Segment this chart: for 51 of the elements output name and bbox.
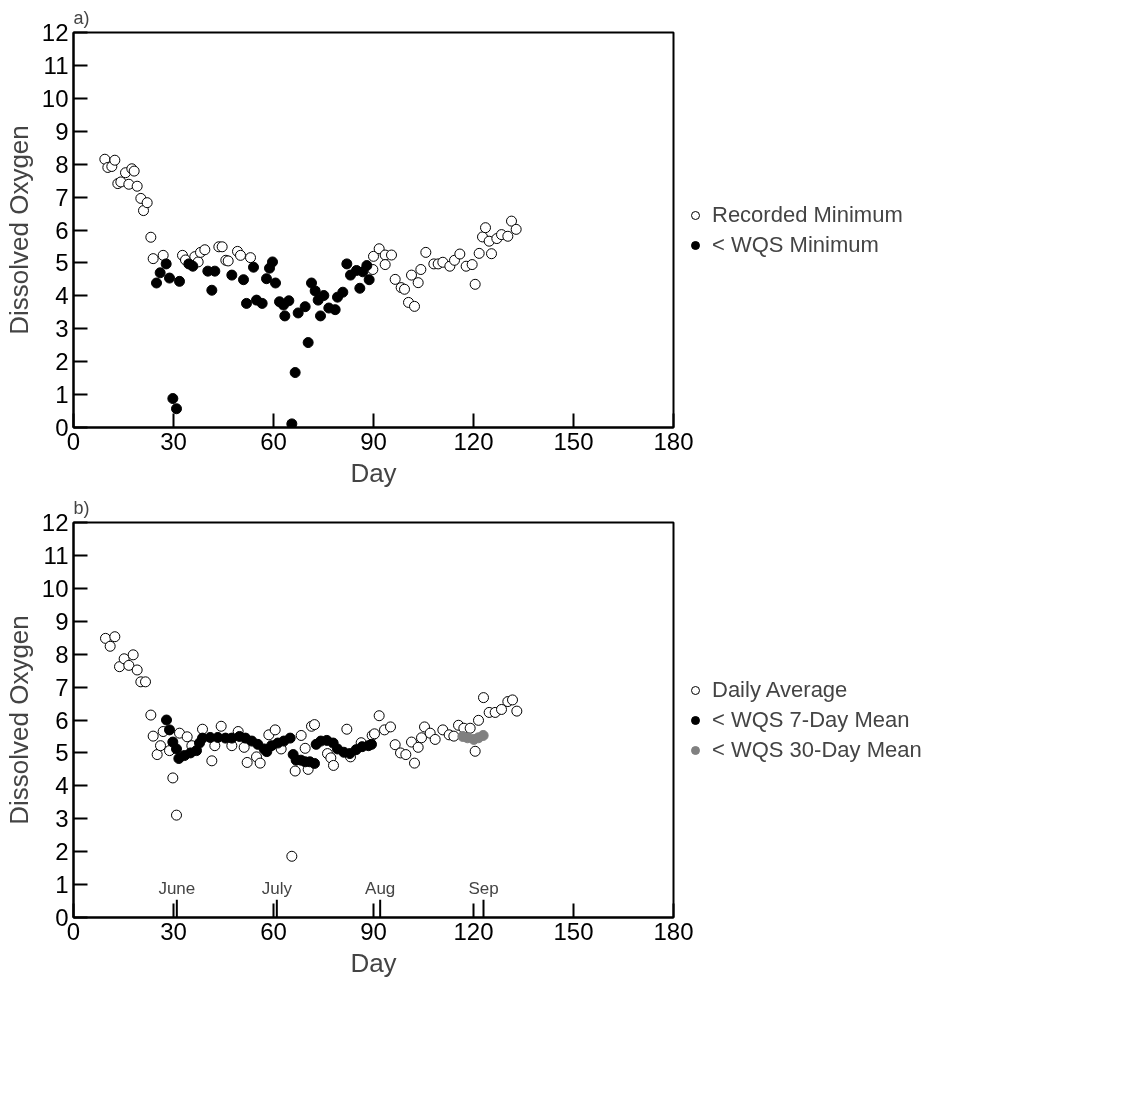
y-tick-label: 7 bbox=[55, 673, 69, 701]
y-tick-label: 11 bbox=[43, 541, 69, 569]
x-axis-title: Day bbox=[350, 947, 397, 978]
x-axis-title: Day bbox=[350, 457, 397, 488]
y-tick-label: 10 bbox=[41, 574, 69, 602]
y-tick-label: 9 bbox=[55, 607, 69, 635]
y-tick-label: 7 bbox=[55, 183, 69, 211]
y-tick-label: 2 bbox=[55, 348, 69, 376]
x-tick-label: 90 bbox=[360, 427, 387, 455]
legend-label: < WQS 30-Day Mean bbox=[712, 736, 922, 763]
y-tick-label: 2 bbox=[55, 838, 69, 866]
legend-label: < WQS Minimum bbox=[712, 231, 879, 258]
y-tick-label: 8 bbox=[55, 150, 69, 178]
y-tick-label: 10 bbox=[41, 84, 69, 112]
x-tick-label: 60 bbox=[260, 427, 287, 455]
y-tick-label: 6 bbox=[55, 706, 69, 734]
legend-label: Daily Average bbox=[712, 676, 848, 703]
x-tick-label: 30 bbox=[160, 917, 187, 945]
x-tick-label: 90 bbox=[360, 917, 387, 945]
x-tick-label: 120 bbox=[453, 427, 494, 455]
x-tick-label: 60 bbox=[260, 917, 287, 945]
legend-label: Recorded Minimum bbox=[712, 201, 903, 228]
ref-line-label: Sep bbox=[468, 878, 499, 898]
y-tick-label: 9 bbox=[55, 117, 69, 145]
chart-title: a) bbox=[73, 7, 90, 28]
x-tick-label: 180 bbox=[653, 427, 694, 455]
y-tick-label: 3 bbox=[55, 805, 69, 833]
chart-title: b) bbox=[73, 497, 90, 518]
y-tick-label: 12 bbox=[41, 509, 69, 536]
y-tick-label: 1 bbox=[55, 381, 69, 409]
y-tick-label: 4 bbox=[55, 282, 69, 310]
x-tick-label: 30 bbox=[160, 427, 187, 455]
y-tick-label: 4 bbox=[55, 772, 69, 800]
y-tick-label: 1 bbox=[55, 871, 69, 899]
y-tick-label: 5 bbox=[55, 249, 69, 277]
y-tick-label: 12 bbox=[41, 19, 69, 46]
x-tick-label: 150 bbox=[553, 917, 594, 945]
y-axis-title: Dissolved Oxygen bbox=[3, 125, 34, 335]
ref-line-label: July bbox=[261, 878, 293, 898]
y-tick-label: 5 bbox=[55, 739, 69, 767]
x-tick-label: 150 bbox=[553, 427, 594, 455]
y-tick-label: 3 bbox=[55, 315, 69, 343]
x-tick-label: 180 bbox=[653, 917, 694, 945]
y-tick-label: 11 bbox=[43, 51, 69, 79]
legend-label: < WQS 7-Day Mean bbox=[712, 706, 910, 733]
y-tick-label: 8 bbox=[55, 640, 69, 668]
y-axis-title: Dissolved Oxygen bbox=[3, 615, 34, 825]
ref-line-label: Aug bbox=[365, 878, 396, 898]
x-tick-label: 120 bbox=[453, 917, 494, 945]
ref-line-label: June bbox=[158, 878, 196, 898]
y-tick-label: 6 bbox=[55, 216, 69, 244]
